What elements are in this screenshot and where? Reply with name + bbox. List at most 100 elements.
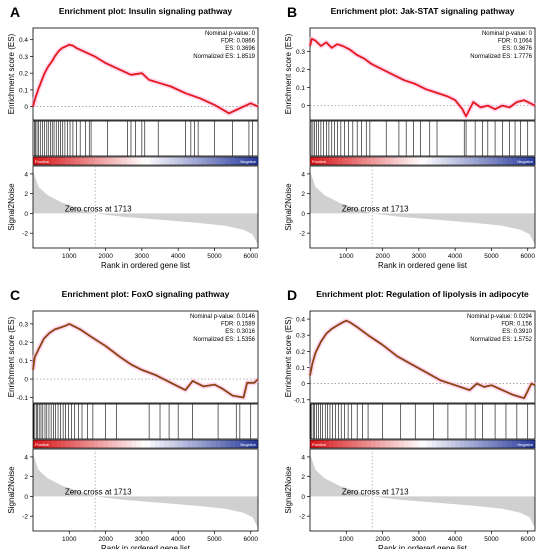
x-tick-label: 2000 [98, 536, 113, 543]
ranking-bar-segment [525, 157, 531, 165]
ranking-bar-segment [229, 157, 235, 165]
panel-letter: C [10, 287, 20, 303]
ranking-bar-segment [370, 440, 376, 448]
ranking-bar-segment [248, 157, 254, 165]
ranking-bar-segment [464, 440, 470, 448]
es-curve [309, 37, 536, 118]
chart-title: Enrichment plot: Regulation of lipolysis… [316, 289, 529, 299]
stats-line: Nominal p-value: 0.0146 [190, 314, 256, 320]
chart-title: Enrichment plot: Insulin signaling pathw… [59, 6, 233, 16]
x-tick-label: 5000 [484, 253, 499, 260]
ranking-bar-segment [455, 157, 461, 165]
positive-label: Positive [312, 442, 327, 447]
ranking-bar-segment [117, 157, 123, 165]
es-y-tick-label: 0.2 [19, 71, 28, 78]
ranking-bar-segment [445, 157, 451, 165]
ranking-bar-segment [328, 440, 334, 448]
ranking-bar-segment [342, 440, 348, 448]
es-y-tick-label: 0.3 [296, 49, 305, 56]
ranking-bar-segment [408, 157, 414, 165]
ranking-bar-segment [187, 440, 193, 448]
positive-label: Positive [312, 159, 327, 164]
ranking-bar-segment [47, 157, 53, 165]
ranking-bar-segment [98, 440, 104, 448]
ranking-bar-segment [140, 440, 146, 448]
stats-line: Nominal p-value: 0.0294 [467, 314, 533, 320]
ranking-bar-segment [173, 157, 179, 165]
panel-c: C Enrichment plot: FoxO signaling pathway… [7, 287, 260, 549]
ranking-bar-segment [215, 157, 221, 165]
s2n-frame [309, 165, 536, 249]
es-y-tick-label: 0.3 [19, 54, 28, 61]
s2n-y-tick-label: -2 [299, 514, 305, 521]
ranking-bar-segment [159, 157, 165, 165]
ranking-bar-segment [122, 440, 128, 448]
ranking-bar-segment [168, 157, 174, 165]
es-y-tick-label: 0.1 [19, 358, 28, 365]
ranking-bar-segment [220, 157, 226, 165]
es-y-label: Enrichment score (ES) [7, 33, 16, 114]
ranking-bar-segment [366, 157, 372, 165]
ranking-bar-segment [61, 157, 67, 165]
ranking-bar-segment [150, 440, 156, 448]
ranking-bar-segment [431, 157, 437, 165]
ranking-bar-segment [56, 157, 62, 165]
s2n-y-label: Signal2Noise [284, 183, 293, 231]
ranking-bar-segment [89, 157, 95, 165]
ranking-bar-segment [502, 157, 508, 165]
x-tick-label: 3000 [135, 253, 150, 260]
x-tick-label: 3000 [412, 253, 427, 260]
x-tick-label: 6000 [521, 536, 536, 543]
ranking-bar-segment [192, 157, 198, 165]
ranking-bar-segment [145, 440, 151, 448]
ranking-bar-segment [225, 157, 231, 165]
ranking-bar-segment [42, 157, 48, 165]
stats-line: FDR: 0.0866 [221, 39, 256, 45]
panel-b: B Enrichment plot: Jak-STAT signaling pat… [284, 4, 537, 270]
x-axis-label: Rank in ordered gene list [378, 544, 468, 549]
negative-label: Negative [517, 159, 534, 164]
panel-d: D Enrichment plot: Regulation of lipolysi… [284, 287, 537, 549]
s2n-y-tick-label: 0 [24, 494, 28, 501]
stats-line: Normalized ES: 1.7776 [470, 54, 532, 60]
ranking-bar-segment [319, 157, 325, 165]
ranking-bar-segment [483, 157, 489, 165]
ranking-bar-segment [511, 440, 517, 448]
stats-line: Normalized ES: 1.8519 [193, 54, 255, 60]
ranking-bar-segment [380, 440, 386, 448]
stats-line: Nominal p-value: 0 [482, 31, 533, 37]
es-y-tick-label: 0.1 [19, 87, 28, 94]
ranking-bar-segment [333, 157, 339, 165]
panel-a: A Enrichment plot: Insulin signaling path… [7, 4, 260, 270]
ranking-bar-segment [42, 440, 48, 448]
ranking-bar-segment [117, 440, 123, 448]
ranking-bar-segment [511, 157, 517, 165]
ranking-bar-segment [319, 440, 325, 448]
ranking-bar-segment [530, 157, 536, 165]
s2n-y-tick-label: -2 [299, 231, 305, 238]
ranking-bar-segment [84, 440, 90, 448]
s2n-y-label: Signal2Noise [284, 466, 293, 514]
x-tick-label: 4000 [171, 536, 186, 543]
ranking-bar-segment [399, 440, 405, 448]
ranking-bar-segment [183, 440, 188, 448]
ranking-bar-segment [506, 157, 512, 165]
ranking-bar-segment [37, 157, 43, 165]
negative-label: Negative [240, 442, 257, 447]
es-curve-halo [307, 36, 537, 119]
s2n-frame [309, 448, 536, 532]
stats-line: ES: 0.3910 [502, 329, 532, 335]
ranking-bar-segment [145, 157, 151, 165]
es-y-tick-label: 0.1 [296, 365, 305, 372]
es-y-tick-label: 0 [24, 377, 28, 384]
stats-line: Normalized ES: 1.5356 [193, 337, 255, 343]
ranking-bar-segment [206, 440, 212, 448]
ranking-bar-segment [394, 157, 400, 165]
x-tick-label: 2000 [375, 536, 390, 543]
ranking-bar-segment [356, 157, 362, 165]
ranking-bar-segment [375, 157, 381, 165]
ranking-bar-segment [56, 440, 62, 448]
panel-letter: D [287, 287, 297, 303]
ranking-bar-segment [356, 440, 362, 448]
ranking-bar-segment [478, 157, 484, 165]
